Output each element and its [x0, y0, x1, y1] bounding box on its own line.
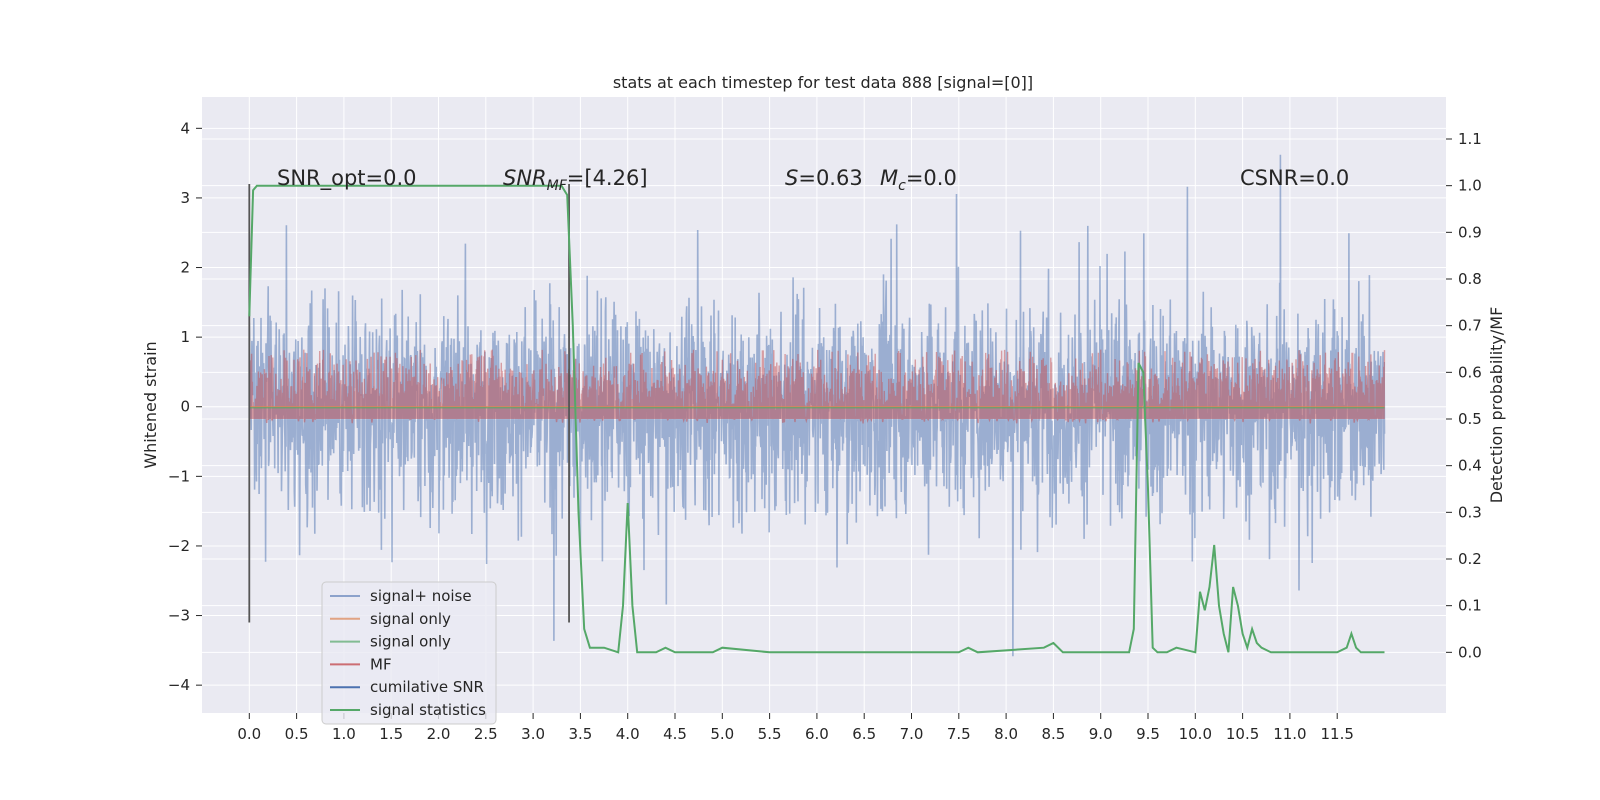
x-tick-label: 0.5 — [285, 725, 309, 743]
x-tick-label: 8.5 — [1041, 725, 1065, 743]
y-tick-label-left: 1 — [180, 328, 190, 346]
y-tick-label-right: 0.8 — [1458, 270, 1482, 288]
legend-label: signal+ noise — [370, 587, 472, 605]
x-tick-label: 2.0 — [427, 725, 451, 743]
x-tick-label: 10.0 — [1179, 725, 1212, 743]
x-tick-label: 11.5 — [1321, 725, 1354, 743]
data-layer — [248, 154, 1386, 657]
x-tick-label: 6.0 — [805, 725, 829, 743]
legend: signal+ noise signal only signal only MF cum… — [321, 581, 497, 725]
y-axis-title-right: Detection probability/MF — [1487, 307, 1506, 504]
x-tick-label: 9.5 — [1136, 725, 1160, 743]
x-tick-label: 1.0 — [332, 725, 356, 743]
annotation-snr-mf: SNRMF=[4.26] — [503, 166, 648, 194]
legend-label: MF — [370, 655, 392, 673]
y-tick-label-right: 0.1 — [1458, 597, 1482, 615]
x-tick-label: 3.5 — [568, 725, 592, 743]
x-tick-label: 4.5 — [663, 725, 687, 743]
series-mf — [248, 349, 1386, 424]
y-tick-label-left: 2 — [180, 259, 190, 277]
y-tick-label-right: 0.4 — [1458, 457, 1482, 475]
x-tick-label: 1.5 — [379, 725, 403, 743]
y-axis-title-left: Whitened strain — [141, 341, 160, 468]
annotation-snr-opt: SNR_opt=0.0 — [277, 166, 417, 191]
y-tick-label-left: −2 — [168, 537, 190, 555]
axes: 0.0 0.5 1.0 1.5 2.0 2.5 3.0 3.5 4.0 4.5 5.0 5.5 6.0 6… — [141, 119, 1506, 743]
y-tick-label-right: 1.1 — [1458, 130, 1482, 148]
y-tick-label-left: −1 — [168, 467, 190, 485]
y-tick-label-left: 3 — [180, 189, 190, 207]
legend-box — [321, 581, 497, 725]
x-tick-label: 6.5 — [852, 725, 876, 743]
x-tick-label: 9.0 — [1089, 725, 1113, 743]
legend-label: signal only — [370, 633, 451, 651]
y-tick-label-right: 0.6 — [1458, 363, 1482, 381]
y-tick-label-right: 0.3 — [1458, 503, 1482, 521]
y-tick-label-left: 4 — [180, 119, 190, 137]
legend-label: cumilative SNR — [370, 678, 484, 696]
annotation-s: S=0.63 — [785, 166, 863, 190]
annotation-csnr: CSNR=0.0 — [1240, 166, 1349, 190]
x-tick-label: 0.0 — [237, 725, 261, 743]
y-tick-label-right: 0.0 — [1458, 643, 1482, 661]
x-tick-label: 5.0 — [710, 725, 734, 743]
annotation-mc: Mc=0.0 — [880, 166, 957, 194]
y-tick-label-right: 0.7 — [1458, 317, 1482, 335]
legend-label: signal statistics — [370, 701, 486, 719]
series-signal-statistics — [248, 184, 1385, 654]
y-tick-label-right: 0.9 — [1458, 223, 1482, 241]
annotations: SNR_opt=0.0 SNRMF=[4.26] S=0.63 Mc=0.0 C… — [277, 166, 1349, 194]
y-tick-label-right: 0.5 — [1458, 410, 1482, 428]
y-tick-label-left: −4 — [168, 676, 190, 694]
x-tick-label: 5.5 — [758, 725, 782, 743]
y-tick-label-left: 0 — [180, 398, 190, 416]
legend-label: signal only — [370, 610, 451, 628]
y-tick-label-right: 1.0 — [1458, 177, 1482, 195]
x-tick-label: 7.0 — [900, 725, 924, 743]
x-tick-label: 7.5 — [947, 725, 971, 743]
chart-title: stats at each timestep for test data 888… — [613, 73, 1033, 92]
x-tick-label: 3.0 — [521, 725, 545, 743]
x-tick-label: 10.5 — [1226, 725, 1259, 743]
x-tick-label: 11.0 — [1273, 725, 1306, 743]
x-tick-label: 2.5 — [474, 725, 498, 743]
x-tick-label: 8.0 — [994, 725, 1018, 743]
x-tick-label: 4.0 — [616, 725, 640, 743]
y-tick-label-left: −3 — [168, 607, 190, 625]
y-tick-label-right: 0.2 — [1458, 550, 1482, 568]
